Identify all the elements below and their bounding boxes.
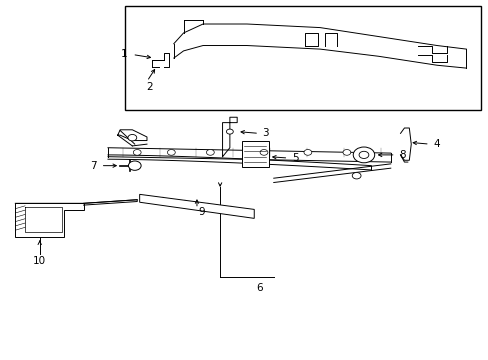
- Circle shape: [128, 134, 137, 141]
- Circle shape: [206, 149, 214, 155]
- Circle shape: [304, 149, 311, 155]
- Polygon shape: [140, 194, 254, 219]
- Circle shape: [351, 172, 360, 179]
- Text: 1: 1: [121, 49, 127, 59]
- Text: 5: 5: [292, 153, 298, 163]
- Text: 6: 6: [255, 283, 262, 293]
- Text: 10: 10: [33, 256, 46, 266]
- Text: 2: 2: [146, 82, 152, 92]
- Circle shape: [167, 149, 175, 155]
- Circle shape: [352, 147, 374, 163]
- Text: 8: 8: [399, 150, 406, 160]
- Bar: [125, 6, 480, 110]
- Circle shape: [260, 149, 267, 155]
- Text: 4: 4: [433, 139, 439, 149]
- Circle shape: [358, 151, 368, 158]
- Circle shape: [342, 149, 350, 155]
- Circle shape: [128, 161, 141, 170]
- Text: 7: 7: [90, 161, 97, 171]
- Circle shape: [133, 149, 141, 155]
- Circle shape: [226, 129, 233, 134]
- Text: 9: 9: [198, 207, 205, 217]
- Bar: [242, 140, 268, 167]
- Text: 3: 3: [262, 129, 268, 138]
- Polygon shape: [15, 203, 83, 237]
